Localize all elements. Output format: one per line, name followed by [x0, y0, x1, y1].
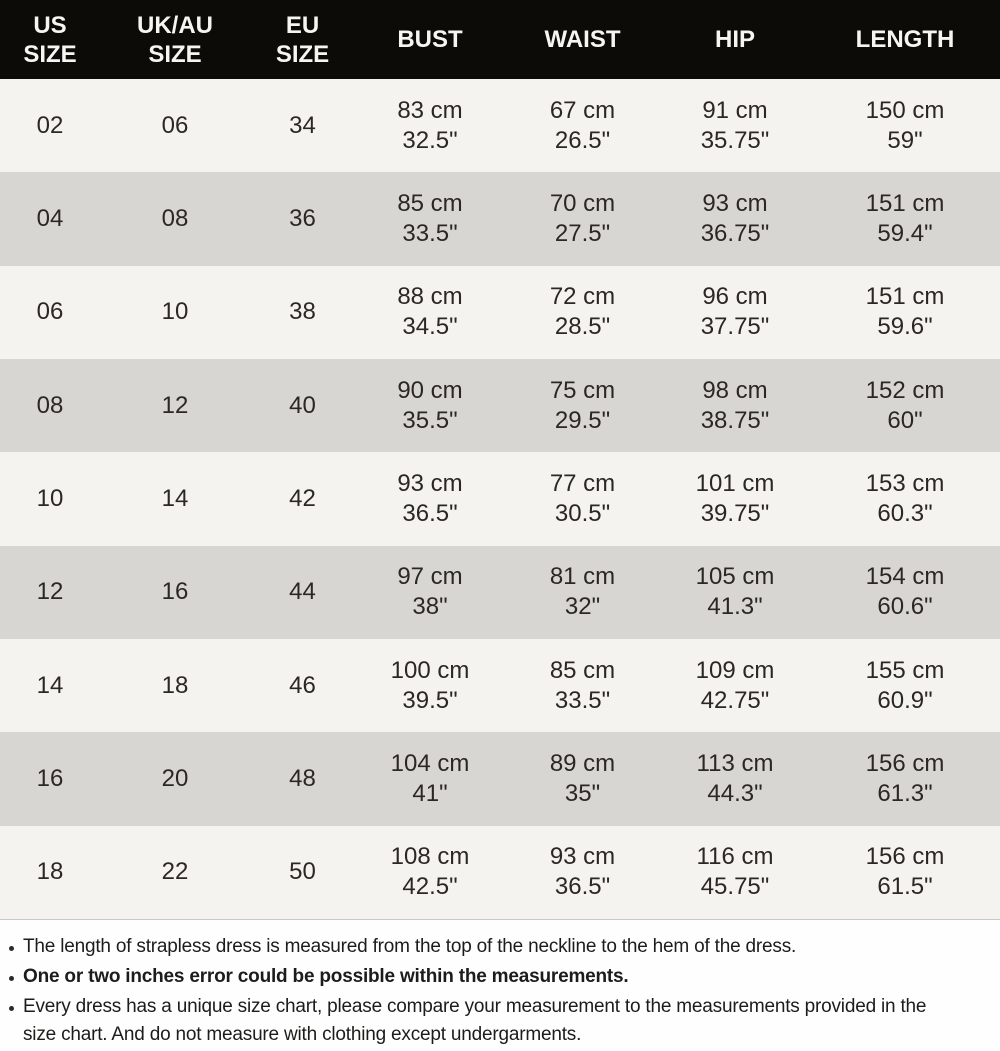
table-cell: 85 cm 33.5" [549, 656, 616, 714]
table-cell: 18 [161, 671, 189, 699]
table-cell: 12 [161, 391, 189, 419]
table-cell: 96 cm 37.75" [700, 283, 770, 341]
table-cell: 101 cm 39.75" [695, 470, 775, 528]
bullet-icon [9, 976, 14, 981]
table-cell: 81 cm 32" [549, 563, 616, 621]
table-cell: 40 [289, 391, 316, 419]
table-cell: 155 cm 60.9" [865, 656, 945, 714]
table-cell: 89 cm 35" [549, 750, 616, 807]
table-cell: 75 cm 29.5" [549, 376, 616, 434]
table-cell: 50 [289, 858, 316, 886]
table-cell: 36 [289, 205, 316, 233]
table-cell: 83 cm 32.5" [397, 96, 463, 154]
table-cell: 02 [36, 111, 64, 139]
note-text: The length of strapless dress is measure… [23, 936, 797, 957]
table-cell: 116 cm 45.75" [696, 843, 774, 901]
column-header: US SIZE [23, 11, 77, 68]
table-cell: 06 [161, 111, 189, 139]
notes-section: The length of strapless dress is measure… [0, 919, 1000, 1051]
table-row: 14 18 46 100 cm 39.5" 85 cm 33.5" 109 cm 42.7… [0, 639, 1000, 733]
table-cell: 151 cm 59.6" [865, 283, 945, 341]
table-cell: 150 cm 59" [865, 96, 945, 154]
table-cell: 14 [161, 485, 189, 513]
table-row: 04 08 36 85 cm 33.5" 70 cm 27.5" 93 cm 36.75"… [0, 172, 1000, 266]
table-cell: 10 [36, 485, 64, 513]
table-cell: 113 cm 44.3" [696, 750, 774, 807]
table-cell: 04 [36, 205, 64, 233]
table-row: 10 14 42 93 cm 36.5" 77 cm 30.5" 101 cm 39.75… [0, 452, 1000, 546]
table-row: 08 12 40 90 cm 35.5" 75 cm 29.5" 98 cm 38.75"… [0, 359, 1000, 453]
table-cell: 44 [289, 578, 316, 606]
column-header: UK/AU SIZE [137, 11, 213, 68]
column-header: BUST [397, 26, 463, 54]
table-cell: 16 [36, 765, 64, 792]
table-cell: 88 cm 34.5" [397, 283, 463, 341]
note-text: One or two inches error could be possibl… [23, 966, 629, 987]
table-cell: 72 cm 28.5" [549, 283, 616, 341]
column-header: EU SIZE [275, 11, 330, 68]
table-cell: 108 cm 42.5" [390, 843, 470, 901]
table-cell: 42 [289, 485, 316, 513]
table-cell: 98 cm 38.75" [700, 376, 770, 434]
note-item: The length of strapless dress is measure… [0, 933, 990, 961]
table-cell: 77 cm 30.5" [549, 470, 616, 528]
table-cell: 153 cm 60.3" [865, 470, 945, 528]
table-cell: 18 [36, 858, 64, 886]
table-cell: 156 cm 61.5" [865, 843, 945, 901]
table-cell: 93 cm 36.5" [549, 843, 616, 901]
table-cell: 90 cm 35.5" [397, 376, 463, 434]
table-cell: 104 cm 41" [390, 750, 470, 807]
table-cell: 151 cm 59.4" [865, 190, 945, 248]
table-cell: 70 cm 27.5" [549, 190, 616, 248]
table-cell: 109 cm 42.75" [695, 656, 775, 714]
table-cell: 48 [289, 765, 316, 792]
bullet-icon [9, 946, 14, 951]
note-text: Every dress has a unique size chart, ple… [23, 996, 927, 1045]
table-cell: 93 cm 36.5" [397, 470, 463, 528]
table-cell: 10 [161, 298, 189, 326]
table-cell: 08 [36, 391, 64, 419]
note-item: Every dress has a unique size chart, ple… [0, 993, 990, 1049]
column-header: LENGTH [855, 26, 955, 54]
table-row: 12 16 44 97 cm 38" 81 cm 32" 105 cm 41.3" 154 … [0, 545, 1000, 640]
table-cell: 91 cm 35.75" [700, 96, 770, 154]
table-cell: 14 [36, 671, 64, 699]
table-cell: 20 [161, 765, 189, 792]
table-row: 16 20 48 104 cm 41" 89 cm 35" 113 cm 44.3" 156… [0, 732, 1000, 826]
table-cell: 12 [36, 578, 64, 606]
table-row: 18 22 50 108 cm 42.5" 93 cm 36.5" 116 cm 45.7… [0, 825, 1000, 919]
bullet-icon [9, 1006, 14, 1011]
note-item: One or two inches error could be possibl… [0, 963, 990, 991]
table-header-row: US SIZE UK/AU SIZE EU SIZE BUST WAIST HIP LENG… [0, 0, 1000, 80]
table-row: 02 06 34 83 cm 32.5" 67 cm 26.5" 91 cm 35.75"… [0, 79, 1000, 173]
column-header: HIP [714, 26, 755, 54]
table-cell: 34 [289, 111, 316, 139]
table-cell: 08 [161, 205, 189, 233]
table-cell: 67 cm 26.5" [549, 96, 616, 154]
table-cell: 97 cm 38" [397, 563, 463, 621]
table-cell: 156 cm 61.3" [865, 750, 945, 807]
table-cell: 16 [161, 578, 189, 606]
table-cell: 85 cm 33.5" [397, 190, 463, 248]
table-body: 02 06 34 83 cm 32.5" 67 cm 26.5" 91 cm 35.75"… [0, 79, 1000, 919]
column-header: WAIST [544, 26, 621, 54]
table-cell: 38 [289, 298, 316, 326]
table-cell: 154 cm 60.6" [865, 563, 945, 621]
table-cell: 100 cm 39.5" [390, 656, 470, 714]
table-cell: 152 cm 60" [865, 376, 945, 434]
table-cell: 105 cm 41.3" [695, 563, 775, 621]
table-cell: 46 [289, 671, 316, 699]
table-cell: 93 cm 36.75" [700, 190, 770, 248]
table-cell: 06 [36, 298, 64, 326]
table-cell: 22 [161, 858, 189, 886]
table-row: 06 10 38 88 cm 34.5" 72 cm 28.5" 96 cm 37.75"… [0, 265, 1000, 360]
